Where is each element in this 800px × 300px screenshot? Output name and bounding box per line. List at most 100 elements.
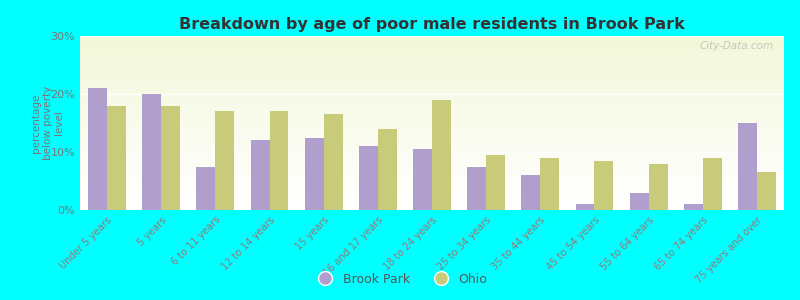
Bar <box>80 154 784 156</box>
Bar <box>142 94 162 210</box>
Bar <box>80 128 784 130</box>
Bar <box>80 186 784 188</box>
Bar <box>80 99 784 100</box>
Bar <box>80 64 784 66</box>
Bar <box>80 58 784 60</box>
Bar <box>80 140 784 142</box>
Bar <box>80 67 784 69</box>
Bar <box>162 106 180 210</box>
Bar <box>80 173 784 175</box>
Bar <box>80 52 784 53</box>
Bar <box>522 175 540 210</box>
Bar <box>540 158 559 210</box>
Bar <box>432 100 451 210</box>
Bar <box>80 123 784 125</box>
Bar <box>80 100 784 102</box>
Bar <box>80 104 784 106</box>
Bar <box>80 88 784 90</box>
Bar <box>80 57 784 58</box>
Bar <box>80 206 784 208</box>
Bar <box>80 170 784 172</box>
Bar <box>80 130 784 132</box>
Bar <box>80 191 784 193</box>
Y-axis label: percentage
below poverty
level: percentage below poverty level <box>31 86 64 160</box>
Bar <box>80 132 784 134</box>
Bar <box>80 74 784 76</box>
Bar <box>80 119 784 121</box>
Bar <box>80 73 784 74</box>
Bar <box>80 134 784 135</box>
Bar <box>80 175 784 177</box>
Bar <box>80 160 784 161</box>
Bar <box>324 114 342 210</box>
Bar <box>80 189 784 191</box>
Bar <box>80 86 784 88</box>
Bar <box>80 112 784 114</box>
Bar <box>702 158 722 210</box>
Bar <box>80 208 784 210</box>
Bar <box>80 71 784 73</box>
Bar <box>486 155 505 210</box>
Bar <box>413 149 432 210</box>
Bar <box>80 62 784 64</box>
Bar <box>80 93 784 95</box>
Bar <box>378 129 397 210</box>
Bar <box>80 156 784 158</box>
Bar <box>80 201 784 203</box>
Bar <box>80 121 784 123</box>
Bar <box>80 40 784 41</box>
Bar <box>80 203 784 205</box>
Bar <box>80 205 784 206</box>
Bar <box>575 204 594 210</box>
Bar <box>80 43 784 45</box>
Bar <box>80 142 784 144</box>
Title: Breakdown by age of poor male residents in Brook Park: Breakdown by age of poor male residents … <box>179 17 685 32</box>
Bar <box>80 111 784 112</box>
Bar <box>80 90 784 92</box>
Bar <box>80 196 784 198</box>
Bar <box>80 106 784 107</box>
Bar <box>80 81 784 83</box>
Bar <box>757 172 776 210</box>
Bar <box>80 127 784 128</box>
Bar <box>80 85 784 86</box>
Bar <box>684 204 702 210</box>
Bar <box>467 167 486 210</box>
Bar <box>80 135 784 137</box>
Bar <box>80 125 784 127</box>
Bar <box>80 147 784 149</box>
Bar <box>80 45 784 46</box>
Legend: Brook Park, Ohio: Brook Park, Ohio <box>308 268 492 291</box>
Bar <box>107 106 126 210</box>
Bar <box>80 163 784 165</box>
Bar <box>80 177 784 179</box>
Bar <box>80 107 784 109</box>
Bar <box>80 184 784 186</box>
Bar <box>80 36 784 38</box>
Bar <box>80 109 784 111</box>
Bar <box>80 179 784 180</box>
Bar <box>88 88 107 210</box>
Bar <box>359 146 378 210</box>
Bar <box>80 38 784 40</box>
Bar <box>80 188 784 189</box>
Bar <box>80 60 784 62</box>
Bar <box>80 102 784 104</box>
Text: City-Data.com: City-Data.com <box>699 41 774 51</box>
Bar <box>630 193 649 210</box>
Bar <box>80 167 784 168</box>
Bar <box>80 66 784 67</box>
Bar <box>80 161 784 163</box>
Bar <box>80 194 784 196</box>
Bar <box>80 180 784 182</box>
Bar <box>80 198 784 200</box>
Bar <box>80 200 784 201</box>
Bar <box>738 123 757 210</box>
Bar <box>594 161 614 210</box>
Bar <box>80 165 784 167</box>
Bar <box>80 69 784 71</box>
Bar <box>305 137 324 210</box>
Bar <box>80 116 784 118</box>
Bar <box>80 158 784 160</box>
Bar <box>80 153 784 154</box>
